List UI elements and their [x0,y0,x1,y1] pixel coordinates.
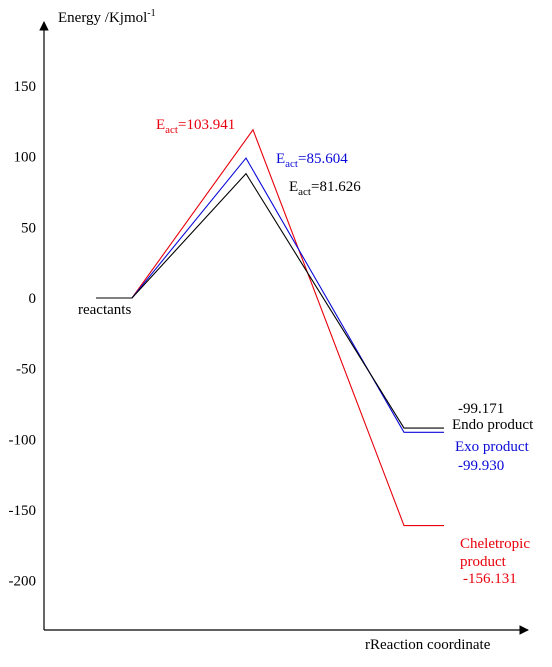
activation-label-endo: Eact=81.626 [289,179,361,198]
y-tick-label: -50 [16,362,36,378]
activation-label-exo: Eact=85.604 [276,151,348,170]
y-axis-label: Energy /Kjmol-1 [58,8,156,26]
y-tick-label: -150 [9,503,37,519]
product-label-cheletropic-energy: -156.131 [463,571,517,587]
y-tick-label: -200 [9,574,37,590]
y-tick-label: 50 [21,220,36,236]
activation-label-cheletropic: Eact=103.941 [156,117,235,136]
y-tick-label: 150 [14,79,37,95]
y-tick-label: 100 [14,150,37,166]
product-label-endo-name: Endo product [452,417,534,433]
series-line-cheletropic [96,128,444,527]
product-label-endo-energy: -99.171 [458,401,504,417]
y-tick-labels: 150 100 50 0 -50 -100 -150 -200 [9,79,37,590]
y-tick-label: -100 [9,432,37,448]
y-tick-label: 0 [29,291,37,307]
product-label-exo-name: Exo product [455,439,530,455]
product-label-cheletropic-word: product [460,554,507,570]
series-line-exo [96,157,444,433]
product-label-cheletropic-name: Cheletropic [460,536,530,552]
product-label-exo-energy: -99.930 [458,458,504,474]
series-lines [96,128,444,527]
series-line-endo [96,172,444,429]
x-axis-label: rReaction coordinate [365,637,491,653]
reactants-label: reactants [78,302,131,318]
